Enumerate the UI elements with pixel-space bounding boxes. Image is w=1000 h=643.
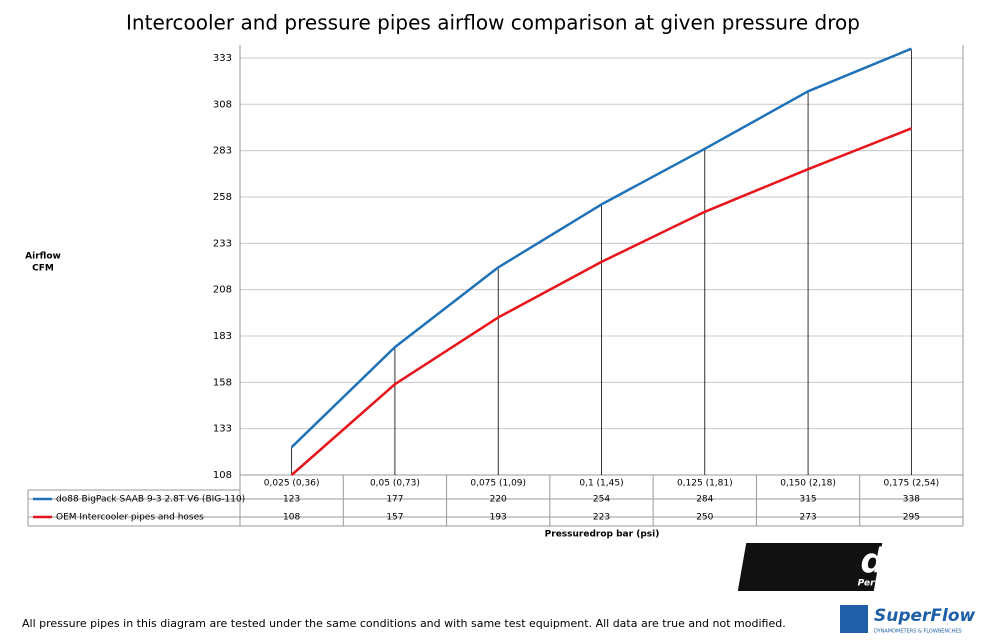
x-tick-label: 0,175 (2,54) <box>884 479 940 489</box>
x-tick-label: 0,1 (1,45) <box>579 479 623 489</box>
legend-label: do88 BigPack SAAB 9-3 2.8T V6 (BIG-110) <box>56 495 245 505</box>
series-line <box>290 47 912 449</box>
table-value: 315 <box>799 495 816 505</box>
logo-icon <box>840 605 868 633</box>
x-tick-label: 0,05 (0,73) <box>370 479 420 489</box>
table-value: 273 <box>799 513 816 523</box>
chart-title: Intercooler and pressure pipes airflow c… <box>126 11 860 35</box>
logo-background <box>737 543 883 591</box>
x-tick-label: 0,075 (1,09) <box>470 479 526 489</box>
table-value: 223 <box>593 513 610 523</box>
table-value: 250 <box>696 513 713 523</box>
table-value: 284 <box>696 495 713 505</box>
logo-text: SuperFlow <box>874 606 976 626</box>
table-value: 157 <box>386 513 403 523</box>
logo-subtext: Performance <box>858 579 923 589</box>
table-value: 177 <box>386 495 403 505</box>
y-tick-label: 133 <box>213 424 232 435</box>
table-value: 108 <box>283 513 300 523</box>
x-axis-label: Pressuredrop bar (psi) <box>545 530 660 540</box>
x-tick-label: 0,150 (2,18) <box>780 479 836 489</box>
table-value: 254 <box>593 495 610 505</box>
table-value: 193 <box>490 513 507 523</box>
series-line <box>290 127 912 476</box>
x-tick-label: 0,125 (1,81) <box>677 479 733 489</box>
y-tick-label: 183 <box>213 331 232 342</box>
y-tick-label: 283 <box>213 146 232 157</box>
y-tick-label: 308 <box>213 99 232 110</box>
table-value: 220 <box>490 495 507 505</box>
logo-superflow: SuperFlow DYNAMOMETERS & FLOWBENCHES <box>840 605 976 635</box>
y-tick-label: 158 <box>213 377 232 388</box>
y-tick-label: 208 <box>213 285 232 296</box>
y-tick-label: 108 <box>213 470 232 481</box>
table-value: 295 <box>903 513 920 523</box>
logo-do88: do88 Performance <box>737 542 956 591</box>
legend-label: OEM Intercooler pipes and hoses <box>56 513 204 523</box>
footer-note: All pressure pipes in this diagram are t… <box>22 617 786 630</box>
y-tick-label: 333 <box>213 53 232 64</box>
table-value: 338 <box>903 495 920 505</box>
logo-text: do88 <box>860 542 955 582</box>
logo-subtext: DYNAMOMETERS & FLOWBENCHES <box>874 629 962 635</box>
y-axis-label: CFM <box>32 264 54 274</box>
x-tick-label: 0,025 (0,36) <box>264 479 320 489</box>
y-tick-label: 258 <box>213 192 232 203</box>
y-axis-label: Airflow <box>25 252 61 262</box>
table-value: 123 <box>283 495 300 505</box>
y-tick-label: 233 <box>213 238 232 249</box>
